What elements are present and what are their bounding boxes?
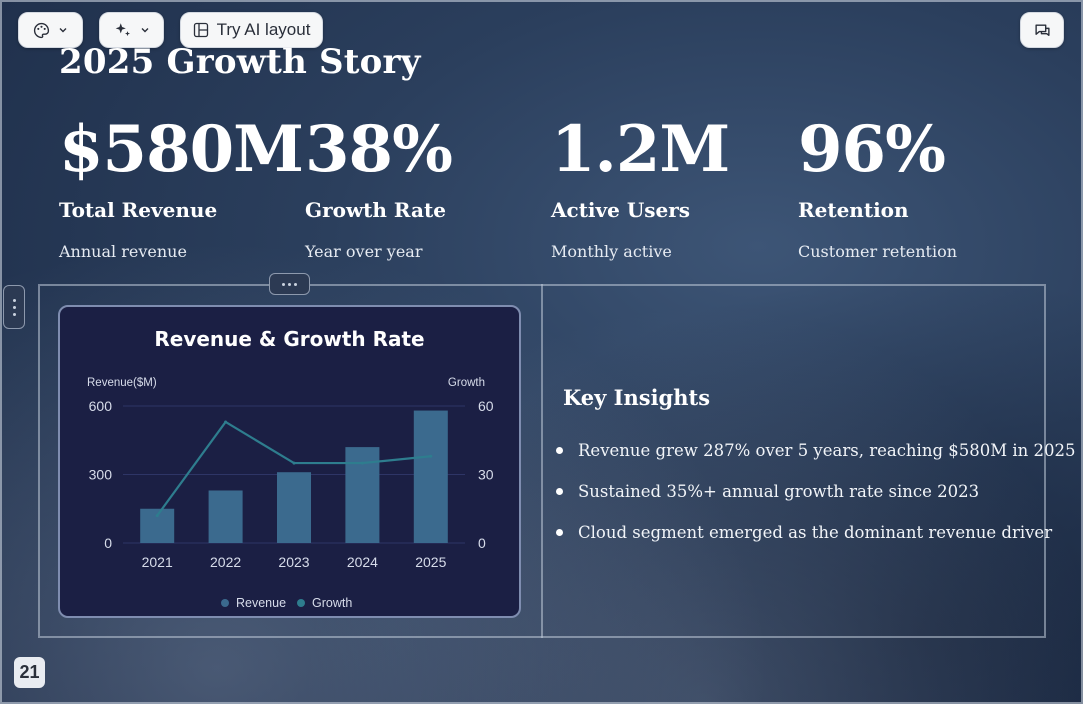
sparkles-icon [115, 23, 130, 37]
line-point [429, 454, 433, 458]
insight-text: Revenue grew 287% over 5 years, reaching… [578, 441, 1076, 460]
stat-retention[interactable]: 96% Retention Customer retention [798, 112, 1028, 261]
page-number-badge[interactable]: 21 [14, 657, 45, 688]
stat-growth-rate[interactable]: 38% Growth Rate Year over year [305, 112, 535, 261]
stat-total-revenue[interactable]: $580M Total Revenue Annual revenue [59, 112, 304, 261]
list-item[interactable]: Cloud segment emerged as the dominant re… [556, 512, 1076, 553]
stat-label: Total Revenue [59, 198, 218, 222]
y-tick-label: 0 [104, 535, 112, 551]
legend-marker-revenue [221, 599, 229, 607]
try-ai-layout-label: Try AI layout [216, 20, 311, 39]
comment-button[interactable] [1020, 12, 1064, 48]
x-tick-label: 2023 [278, 554, 309, 570]
legend-marker-growth [297, 599, 305, 607]
x-tick-label: 2024 [347, 554, 378, 570]
revenue-growth-chart: 0 300 600 0 30 60 Revenue($M) Growth 2021 2022 202… [87, 377, 494, 610]
insights-list[interactable]: Revenue grew 287% over 5 years, reaching… [556, 430, 1076, 553]
insight-text: Cloud segment emerged as the dominant re… [578, 523, 1053, 542]
stat-label: Retention [798, 198, 909, 222]
bullet-icon [556, 529, 563, 536]
stat-description: Year over year [305, 242, 423, 261]
legend-label-revenue: Revenue [236, 596, 286, 610]
stat-label: Growth Rate [305, 198, 446, 222]
y2-axis-label: Growth [448, 377, 485, 389]
list-item[interactable]: Revenue grew 287% over 5 years, reaching… [556, 430, 1076, 471]
layout-icon [193, 22, 208, 38]
chevron-down-icon [141, 28, 148, 33]
y-axis-label: Revenue($M) [87, 377, 157, 389]
theme-button[interactable] [18, 12, 83, 48]
chart-title: Revenue & Growth Rate [154, 327, 425, 351]
x-tick-label: 2025 [415, 554, 446, 570]
y2-tick-label: 0 [478, 535, 486, 551]
stat-value: 1.2M [551, 112, 730, 187]
x-tick-label: 2021 [142, 554, 173, 570]
y-tick-label: 600 [89, 398, 113, 414]
bar [413, 410, 448, 543]
try-ai-layout-button[interactable]: Try AI layout [180, 12, 323, 48]
bullet-icon [556, 488, 563, 495]
bullet-icon [556, 447, 563, 454]
list-item[interactable]: Sustained 35%+ annual growth rate since … [556, 471, 1076, 512]
line-point [155, 514, 159, 518]
palette-icon [33, 22, 50, 38]
stat-description: Annual revenue [59, 242, 187, 261]
stat-active-users[interactable]: 1.2M Active Users Monthly active [551, 112, 781, 261]
stat-value: 38% [305, 112, 453, 187]
insight-text: Sustained 35%+ annual growth rate since … [578, 482, 980, 501]
line-point [292, 461, 296, 465]
line-point [224, 420, 228, 424]
legend-label-growth: Growth [312, 596, 352, 610]
chart-card[interactable]: 0 300 600 0 30 60 Revenue($M) Growth 2021 2022 202… [58, 305, 521, 618]
comment-icon [1034, 23, 1050, 36]
bar [277, 472, 311, 543]
chevron-down-icon [59, 28, 67, 33]
block-drag-handle[interactable] [3, 285, 25, 329]
grid-drag-handle[interactable] [269, 273, 310, 295]
stat-description: Customer retention [798, 242, 957, 261]
stat-label: Active Users [551, 198, 691, 222]
line-point [360, 461, 364, 465]
slide-title[interactable]: 2025 Growth Story [59, 42, 421, 82]
y2-tick-label: 60 [478, 398, 494, 414]
ai-actions-button[interactable] [99, 12, 164, 48]
bar [208, 490, 243, 543]
insights-heading[interactable]: Key Insights [563, 385, 711, 410]
stat-value: 96% [798, 112, 946, 187]
stat-value: $580M [59, 112, 304, 187]
y-tick-label: 300 [89, 467, 113, 483]
column-divider[interactable] [541, 284, 543, 638]
x-tick-label: 2022 [210, 554, 241, 570]
stat-description: Monthly active [551, 242, 672, 261]
y2-tick-label: 30 [478, 467, 494, 483]
